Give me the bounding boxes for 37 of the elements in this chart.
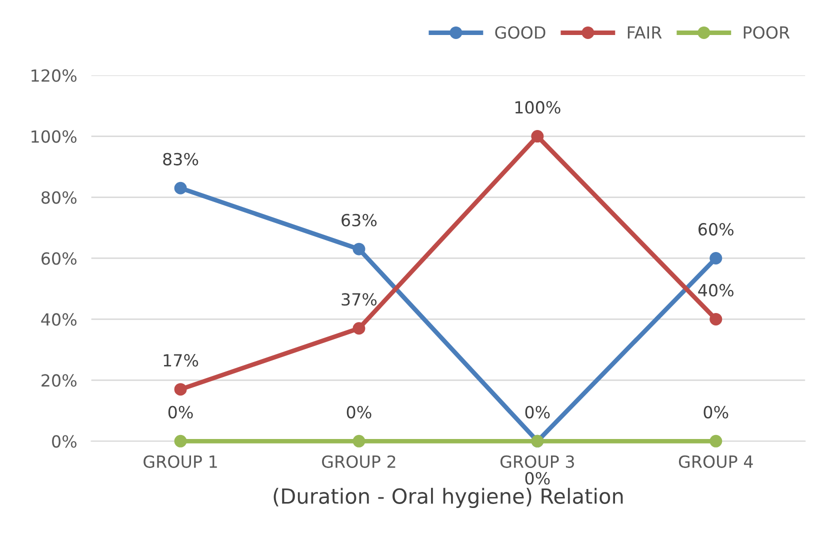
point <box>531 130 544 143</box>
data-label: 83% <box>163 152 198 166</box>
data-label: 17% <box>164 354 198 367</box>
point <box>710 434 722 448</box>
y-tick-label: 80% <box>41 191 76 204</box>
data-label: 60% <box>698 222 734 236</box>
data-label: 0% <box>525 406 550 418</box>
point <box>174 434 187 448</box>
y-tick-label: 0% <box>52 435 76 448</box>
legend-label: FAIR <box>628 26 662 39</box>
point <box>174 383 187 396</box>
data-label: 40% <box>698 284 734 297</box>
data-label: 0% <box>704 406 728 418</box>
x-axis-title: (Duration - Oral hygiene) Relation <box>274 488 623 508</box>
data-label: 100% <box>515 101 560 114</box>
point <box>710 252 722 264</box>
y-tick-label: 100% <box>32 130 76 143</box>
x-tick-label: GROUP 1 <box>144 455 217 468</box>
point <box>174 182 187 194</box>
data-label: 0% <box>525 472 550 485</box>
y-tick-label: 20% <box>42 374 76 387</box>
data-label: 0% <box>168 406 193 418</box>
point <box>352 322 366 335</box>
y-tick-label: 120% <box>32 69 76 82</box>
point <box>710 312 722 326</box>
point <box>352 434 366 448</box>
point <box>352 242 366 256</box>
y-tick-label: 60% <box>42 252 76 265</box>
data-label: 0% <box>346 406 372 418</box>
x-tick-label: GROUP 3 <box>500 455 574 468</box>
legend-label: POOR <box>744 26 790 39</box>
legend-label: GOOD <box>495 26 546 39</box>
x-tick-label: GROUP 4 <box>678 455 753 468</box>
data-label: 37% <box>342 293 377 306</box>
y-tick-label: 40% <box>41 313 76 326</box>
x-tick-label: GROUP 2 <box>322 455 396 468</box>
data-label: 63% <box>342 214 377 226</box>
